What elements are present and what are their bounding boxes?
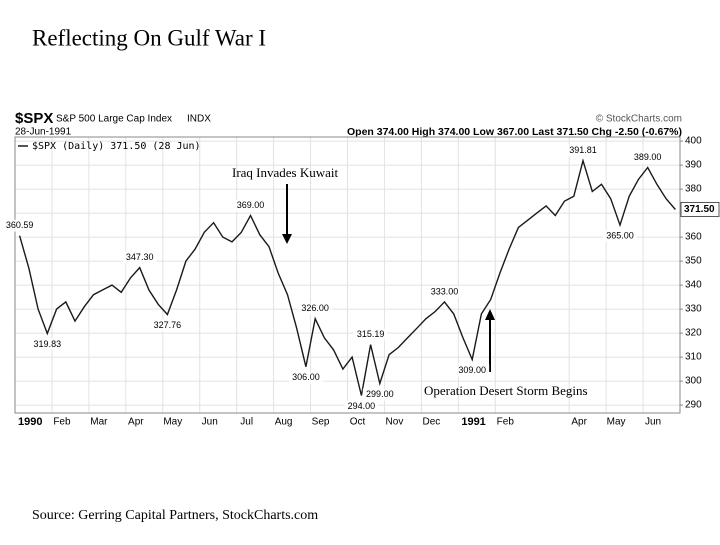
price-line (18, 158, 676, 396)
data-label: 306.00 (292, 372, 320, 382)
exchange: INDX (187, 114, 211, 125)
data-label: 360.59 (6, 220, 34, 230)
data-label-bg (288, 371, 323, 384)
symbol: $SPX (15, 110, 53, 127)
x-tick-label: Dec (422, 417, 440, 428)
annotation-arrowhead (485, 309, 495, 320)
data-label: 294.00 (348, 401, 376, 411)
data-label: 391.81 (569, 145, 597, 155)
x-tick-label: Mar (90, 417, 108, 428)
y-tick-label: 320 (685, 328, 702, 339)
y-tick-label: 310 (685, 352, 702, 363)
data-label-bg (630, 151, 665, 164)
data-label-bg (362, 388, 397, 401)
data-label: 309.00 (458, 365, 486, 375)
index-name: S&P 500 Large Cap Index (56, 114, 172, 125)
data-label: 327.76 (154, 320, 182, 330)
x-tick-label: Oct (350, 417, 366, 428)
y-tick-label: 340 (685, 280, 702, 291)
chart-title: Reflecting On Gulf War I (32, 25, 266, 50)
annotation: Iraq Invades Kuwait (232, 165, 339, 180)
data-label-bg (122, 251, 157, 264)
y-tick-label: 300 (685, 376, 702, 387)
y-tick-label: 360 (685, 232, 702, 243)
data-label: 389.00 (634, 152, 662, 162)
last-price-label: 371.50 (684, 204, 715, 215)
x-tick-label: Aug (275, 417, 293, 428)
last-price-tag (680, 201, 720, 217)
data-label: 315.19 (357, 329, 385, 339)
y-tick-label: 330 (685, 304, 702, 315)
x-tick-label: Apr (128, 417, 144, 428)
data-label-bg (233, 199, 268, 212)
data-label-bg (344, 400, 379, 413)
data-label: 347.30 (126, 252, 154, 262)
data-label-bg (427, 285, 462, 298)
y-tick-label: 380 (685, 184, 702, 195)
x-tick-label: Apr (571, 417, 587, 428)
x-tick-label: May (163, 417, 182, 428)
x-tick-label: Feb (497, 417, 515, 428)
x-tick-label: Feb (53, 417, 71, 428)
data-label: 333.00 (431, 286, 459, 296)
plot-frame (14, 136, 681, 414)
legend-label: $SPX (Daily) 371.50 (28 Jun) (32, 141, 201, 152)
data-label-bg (602, 230, 637, 243)
source-note: Source: Gerring Capital Partners, StockC… (32, 508, 318, 523)
annotation-arrowhead (282, 234, 292, 244)
data-label-bg (455, 364, 490, 377)
data-label-bg (566, 144, 601, 157)
x-tick-label: May (607, 417, 626, 428)
y-tick-label: 290 (685, 400, 702, 411)
data-label: 365.00 (606, 230, 634, 240)
data-label-bg (298, 302, 333, 315)
watermark: © StockCharts.com (596, 114, 682, 125)
data-label-bg (30, 338, 65, 351)
x-tick-label: 1991 (461, 416, 485, 428)
data-label: 326.00 (301, 303, 329, 313)
y-tick-label: 390 (685, 160, 702, 171)
y-tick-label: 350 (685, 256, 702, 267)
x-tick-label: Jun (202, 417, 218, 428)
quote: Open 374.00 High 374.00 Low 367.00 Last … (347, 126, 682, 138)
date: 28-Jun-1991 (15, 127, 72, 138)
x-tick-label: Jul (240, 417, 253, 428)
data-label-bg (353, 328, 388, 341)
data-label: 319.83 (34, 339, 62, 349)
x-tick-label: Nov (386, 417, 404, 428)
data-label-bg (2, 219, 37, 232)
data-label: 369.00 (237, 200, 265, 210)
y-tick-label: 400 (685, 136, 702, 147)
annotation: Operation Desert Storm Begins (424, 383, 588, 398)
data-label-bg (150, 319, 185, 332)
x-tick-label: 1990 (18, 416, 42, 428)
x-tick-label: Sep (312, 417, 330, 428)
x-tick-label: Jun (645, 417, 661, 428)
data-label: 299.00 (366, 389, 394, 399)
